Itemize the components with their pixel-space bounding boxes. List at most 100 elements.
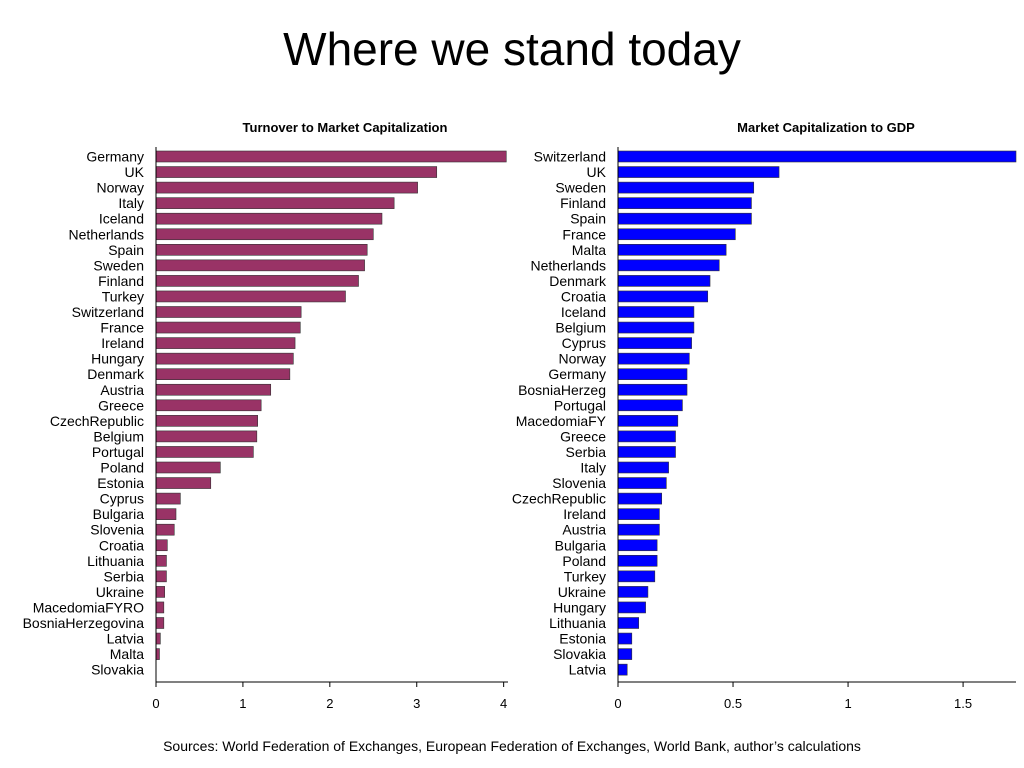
mcap-category-label: Austria: [562, 522, 606, 538]
turnover-bar-spain: [155, 244, 368, 256]
turnover-category-label: Hungary: [91, 351, 144, 367]
turnover-category-label: Ireland: [101, 335, 144, 351]
mcap-category-label: Portugal: [554, 397, 606, 413]
turnover-category-label: France: [100, 320, 144, 336]
turnover-bar-estonia: [155, 477, 212, 489]
mcap-bar-czechrepublic: [617, 492, 663, 505]
turnover-category-label: Malta: [110, 646, 144, 662]
turnover-category-label: Slovenia: [90, 522, 144, 538]
mcap-category-label: Ireland: [563, 506, 606, 522]
mcap-category-label: Switzerland: [534, 149, 606, 165]
turnover-category-label: Spain: [108, 242, 144, 258]
mcap-category-label: Iceland: [561, 304, 606, 320]
turnover-tick-label: 4: [500, 696, 507, 711]
mcap-category-label: Norway: [559, 351, 606, 367]
turnover-bar-croatia: [155, 539, 168, 552]
mcap-bar-turkey: [617, 570, 656, 583]
turnover-bar-iceland: [155, 212, 383, 225]
turnover-bar-greece: [155, 399, 262, 412]
turnover-category-label: Serbia: [104, 568, 145, 584]
mcap-bar-spain: [617, 212, 752, 225]
turnover-bar-lithuania: [155, 554, 167, 567]
mcap-category-label: CzechRepublic: [512, 491, 606, 507]
mcap-category-label: Estonia: [559, 631, 606, 647]
turnover-category-label: MacedomiaFYRO: [33, 599, 144, 615]
mcap-category-label: Croatia: [561, 288, 606, 304]
turnover-category-label: Croatia: [99, 537, 144, 553]
mcap-category-label: Greece: [560, 428, 606, 444]
turnover-bar-slovenia: [155, 523, 175, 536]
mcap-tick-label: 1.5: [954, 696, 972, 711]
turnover-category-label: Sweden: [93, 257, 144, 273]
mcap-category-label: Ukraine: [558, 584, 606, 600]
mcap-category-label: Bulgaria: [555, 537, 607, 553]
turnover-bar-denmark: [155, 368, 291, 381]
mcap-chart-title: Market Capitalization to GDP: [737, 120, 915, 135]
mcap-bar-denmark: [617, 275, 711, 287]
turnover-category-label: Switzerland: [72, 304, 144, 320]
turnover-bar-portugal: [155, 446, 254, 458]
turnover-bar-serbia: [155, 570, 167, 583]
mcap-category-label: Cyprus: [562, 335, 606, 351]
mcap-bar-poland: [617, 554, 658, 567]
mcap-bar-france: [617, 228, 736, 241]
mcap-bar-malta: [617, 244, 727, 256]
turnover-tick-label: 2: [326, 696, 333, 711]
turnover-bar-hungary: [155, 352, 294, 365]
mcap-bar-slovenia: [617, 477, 667, 489]
turnover-category-label: Latvia: [107, 631, 145, 647]
mcap-tick-label: 0: [614, 696, 621, 711]
mcap-category-label: Slovakia: [553, 646, 606, 662]
mcap-bar-finland: [617, 197, 752, 209]
turnover-tick-label: 0: [152, 696, 159, 711]
turnover-category-label: Austria: [100, 382, 144, 398]
mcap-bar-bosniaherzeg: [617, 383, 688, 396]
turnover-category-label: Lithuania: [87, 553, 144, 569]
turnover-bar-czechrepublic: [155, 415, 258, 427]
turnover-bar-uk: [155, 166, 438, 178]
turnover-bar-latvia: [155, 632, 161, 645]
turnover-bar-cyprus: [155, 492, 181, 505]
mcap-category-label: Spain: [570, 211, 606, 227]
sources-footnote: Sources: World Federation of Exchanges, …: [163, 738, 861, 754]
turnover-bar-belgium: [155, 430, 258, 443]
mcap-bar-latvia: [617, 663, 628, 676]
turnover-category-label: Italy: [118, 195, 144, 211]
mcap-bar-ireland: [617, 508, 660, 520]
turnover-category-label: CzechRepublic: [50, 413, 144, 429]
turnover-bar-norway: [155, 181, 418, 194]
mcap-bar-austria: [617, 523, 660, 536]
mcap-bar-portugal: [617, 399, 683, 412]
mcap-bar-hungary: [617, 601, 646, 614]
mcap-category-label: Hungary: [553, 599, 606, 615]
mcap-category-label: Germany: [548, 366, 606, 382]
turnover-bar-poland: [155, 461, 221, 474]
turnover-tick-label: 1: [239, 696, 246, 711]
mcap-bar-iceland: [617, 306, 695, 318]
turnover-bar-ukraine: [155, 586, 165, 598]
mcap-bar-slovakia: [617, 648, 633, 660]
turnover-bar-bosniaherzegovina: [155, 617, 165, 629]
turnover-bar-macedomiafyro: [155, 601, 165, 614]
turnover-category-label: Turkey: [102, 288, 144, 304]
turnover-category-label: Belgium: [93, 428, 144, 444]
turnover-bar-sweden: [155, 259, 365, 272]
turnover-bar-turkey: [155, 290, 346, 303]
turnover-bar-ireland: [155, 337, 296, 349]
mcap-bar-sweden: [617, 181, 755, 194]
turnover-category-label: Germany: [86, 149, 144, 165]
mcap-bar-cyprus: [617, 337, 692, 349]
slide-title: Where we stand today: [283, 23, 741, 75]
turnover-category-label: Denmark: [87, 366, 145, 382]
turnover-bar-netherlands: [155, 228, 374, 241]
turnover-category-label: BosniaHerzegovina: [23, 615, 145, 631]
mcap-category-label: Lithuania: [549, 615, 606, 631]
mcap-bar-switzerland: [617, 150, 1017, 163]
mcap-category-label: Malta: [572, 242, 606, 258]
turnover-category-label: UK: [125, 164, 145, 180]
mcap-category-label: Netherlands: [531, 257, 607, 273]
mcap-bar-belgium: [617, 321, 695, 334]
turnover-category-label: Estonia: [97, 475, 144, 491]
turnover-bar-finland: [155, 275, 359, 287]
